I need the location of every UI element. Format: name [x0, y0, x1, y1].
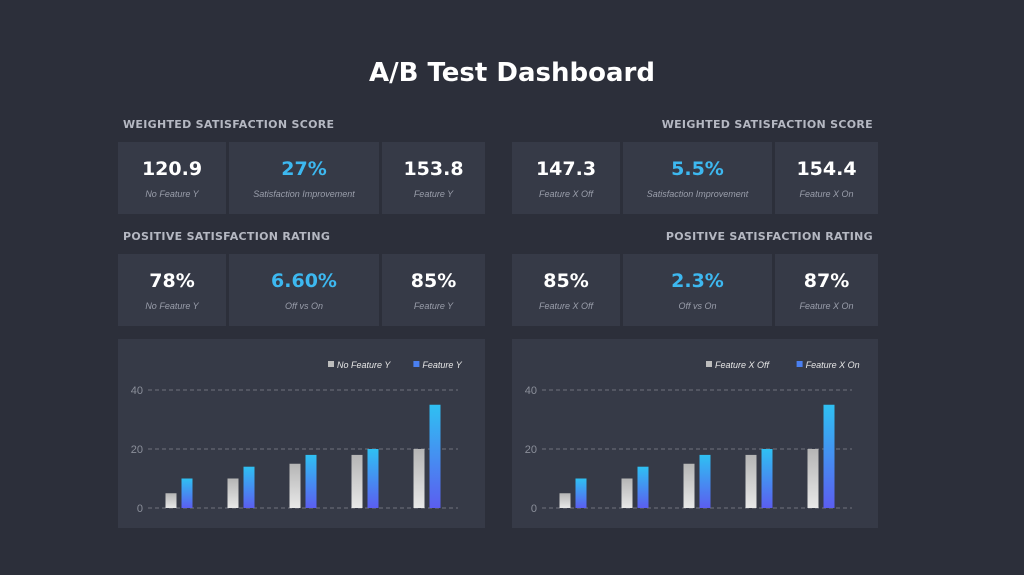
metric-value: 78%	[149, 269, 195, 292]
bar-series-1	[165, 493, 177, 508]
left-positive-card-3: 85% Feature Y	[382, 254, 485, 326]
legend-label: No Feature Y	[337, 360, 391, 370]
legend-swatch	[328, 361, 334, 367]
y-tick-label: 40	[525, 385, 537, 397]
bar-series-2	[367, 449, 379, 508]
left-positive-card-2: 6.60% Off vs On	[229, 254, 379, 326]
y-tick-label: 0	[137, 503, 143, 515]
metric-value: 147.3	[535, 157, 597, 180]
metric-caption: Feature X On	[799, 300, 854, 311]
metric-caption: Feature X Off	[538, 188, 594, 199]
bar-series-1	[289, 463, 301, 508]
metric-value: 120.9	[141, 157, 203, 180]
bar-series-2	[699, 454, 711, 508]
bar-series-1	[745, 454, 757, 508]
left-weighted-label: WEIGHTED SATISFACTION SCORE	[123, 118, 335, 131]
page-title: A/B Test Dashboard	[369, 58, 655, 88]
metric-caption: No Feature Y	[145, 300, 199, 311]
y-tick-label: 0	[531, 503, 537, 515]
right-bar-chart: 0 20 40 Feature X Off Feature X On	[525, 360, 860, 515]
bar-series-2	[761, 449, 773, 508]
left-bar-chart: 0 20 40 No Feature Y Feature Y	[131, 360, 463, 515]
right-positive-card-1: 85% Feature X Off	[512, 254, 620, 326]
left-weighted-card-1: 120.9 No Feature Y	[118, 142, 226, 214]
right-weighted-label: WEIGHTED SATISFACTION SCORE	[661, 118, 873, 131]
bar-series-2	[243, 466, 255, 508]
legend-label: Feature X Off	[715, 360, 771, 370]
metric-value: 5.5%	[671, 157, 724, 180]
metric-caption: Feature Y	[413, 300, 454, 311]
right-weighted-card-1: 147.3 Feature X Off	[512, 142, 620, 214]
right-chart-panel: 0 20 40 Feature X Off Feature X On	[512, 339, 878, 528]
left-weighted-card-2: 27% Satisfaction Improvement	[229, 142, 379, 214]
metric-caption: Feature X On	[799, 188, 854, 199]
bar-series-1	[413, 449, 425, 508]
bar-series-1	[351, 454, 363, 508]
right-positive-card-2: 2.3% Off vs On	[623, 254, 772, 326]
y-tick-label: 20	[131, 444, 143, 456]
bar-series-1	[807, 449, 819, 508]
bar-series-2	[637, 466, 649, 508]
legend-label: Feature Y	[422, 360, 462, 370]
metric-value: 27%	[281, 157, 327, 180]
legend-swatch	[796, 361, 803, 367]
right-positive-card-3: 87% Feature X On	[775, 254, 878, 326]
bar-series-2	[575, 478, 587, 508]
right-weighted-card-2: 5.5% Satisfaction Improvement	[623, 142, 772, 214]
right-weighted-card-3: 154.4 Feature X On	[775, 142, 878, 214]
metric-caption: Satisfaction Improvement	[646, 188, 749, 199]
metric-value: 154.4	[796, 157, 857, 180]
bar-series-1	[621, 478, 633, 508]
legend-label: Feature X On	[806, 360, 860, 370]
bar-series-1	[227, 478, 239, 508]
metric-caption: Off vs On	[284, 300, 323, 311]
metric-value: 153.8	[403, 157, 464, 180]
metric-caption: Feature X Off	[538, 300, 594, 311]
y-tick-label: 40	[131, 385, 143, 397]
bar-series-2	[305, 454, 317, 508]
bar-series-1	[683, 463, 695, 508]
left-positive-card-1: 78% No Feature Y	[118, 254, 226, 326]
legend-swatch	[413, 361, 420, 367]
metric-value: 85%	[410, 269, 457, 292]
legend-swatch	[706, 361, 712, 367]
bar-series-2	[823, 404, 835, 508]
metric-value: 85%	[543, 269, 589, 292]
metric-value: 87%	[803, 269, 850, 292]
left-positive-label: POSITIVE SATISFACTION RATING	[123, 230, 331, 243]
metric-value: 6.60%	[271, 269, 337, 292]
bar-series-2	[429, 404, 441, 508]
left-chart-panel: 0 20 40 No Feature Y Feature Y	[118, 339, 485, 528]
metric-caption: No Feature Y	[145, 188, 199, 199]
right-positive-label: POSITIVE SATISFACTION RATING	[665, 230, 873, 243]
bar-series-2	[181, 478, 193, 508]
metric-caption: Feature Y	[413, 188, 454, 199]
metric-caption: Satisfaction Improvement	[253, 188, 355, 199]
metric-value: 2.3%	[671, 269, 724, 292]
metric-caption: Off vs On	[678, 300, 717, 311]
y-tick-label: 20	[525, 444, 537, 456]
bar-series-1	[559, 493, 571, 508]
left-weighted-card-3: 153.8 Feature Y	[382, 142, 485, 214]
